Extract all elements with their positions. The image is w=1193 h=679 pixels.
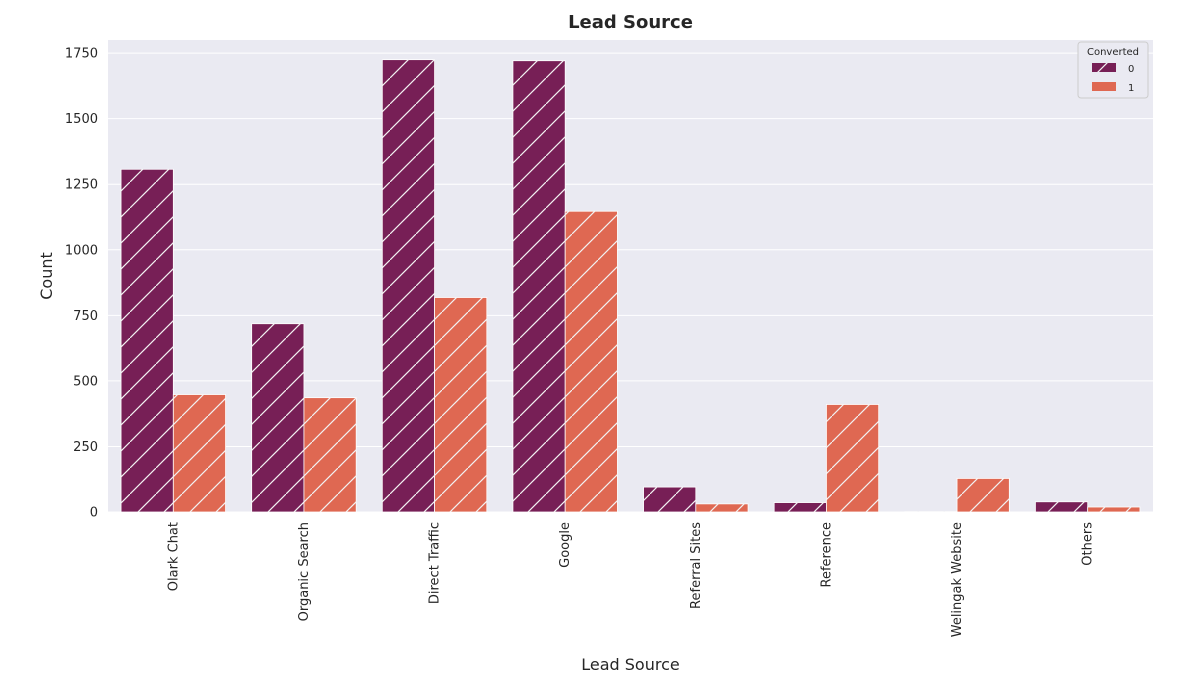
y-tick-label: 1500 xyxy=(65,112,98,127)
y-axis-label: Count xyxy=(37,252,56,300)
legend-label-0: 0 xyxy=(1128,64,1134,75)
x-tick-label: Direct Traffic xyxy=(428,522,443,604)
y-tick-label: 250 xyxy=(73,440,98,455)
bar-hatch xyxy=(826,404,879,512)
legend-label-1: 1 xyxy=(1128,83,1134,94)
x-tick-label: Welingak Website xyxy=(950,522,965,637)
bar-hatch xyxy=(643,487,696,512)
x-tick-labels: Olark Chat Organic Search Direct Traffic Go… xyxy=(166,522,1095,637)
x-axis-label: Lead Source xyxy=(581,655,679,674)
y-tick-label: 500 xyxy=(73,374,98,389)
bar-hatch xyxy=(121,169,174,512)
y-tick-label: 1000 xyxy=(65,243,98,258)
y-tick-label: 750 xyxy=(73,309,98,324)
x-tick-group: Direct Traffic xyxy=(428,522,443,604)
bar-hatch xyxy=(774,502,827,512)
bar-hatch xyxy=(251,323,304,512)
x-tick-label: Organic Search xyxy=(297,522,312,621)
y-tick-label: 1750 xyxy=(65,47,98,62)
chart-title: Lead Source xyxy=(568,12,693,33)
x-tick-label: Google xyxy=(558,522,573,568)
bar-hatch xyxy=(957,478,1010,512)
bar-hatch xyxy=(695,503,749,512)
bars xyxy=(120,59,1141,513)
x-tick-group: Olark Chat xyxy=(166,522,181,591)
x-tick-group: Welingak Website xyxy=(950,522,965,637)
y-tick-label: 1250 xyxy=(65,178,98,193)
legend-swatch-1 xyxy=(1092,82,1116,91)
x-tick-group: Others xyxy=(1081,522,1096,566)
bar-hatch xyxy=(303,397,357,512)
y-tick-label: 0 xyxy=(90,506,98,521)
bar-hatch xyxy=(382,59,435,513)
bar-hatch xyxy=(512,60,566,513)
x-tick-group: Google xyxy=(558,522,573,568)
x-tick-group: Reference xyxy=(819,522,834,587)
bar-hatch xyxy=(434,297,487,512)
x-tick-group: Organic Search xyxy=(297,522,312,621)
legend-title: Converted xyxy=(1087,47,1139,58)
bar-hatch xyxy=(1035,501,1088,512)
bar-hatch xyxy=(1087,507,1140,512)
legend: Converted 0 1 xyxy=(1077,41,1149,99)
bar-hatch xyxy=(173,394,226,512)
legend-swatch-0-hatch xyxy=(1092,63,1116,72)
x-tick-label: Olark Chat xyxy=(166,522,181,591)
x-tick-label: Others xyxy=(1081,522,1096,566)
x-tick-label: Referral Sites xyxy=(689,522,704,609)
y-tick-labels: 0 250 500 750 1000 1250 1500 1750 xyxy=(65,47,98,521)
x-tick-group: Referral Sites xyxy=(689,522,704,609)
bar-hatch xyxy=(565,211,618,512)
x-tick-label: Reference xyxy=(819,522,834,587)
